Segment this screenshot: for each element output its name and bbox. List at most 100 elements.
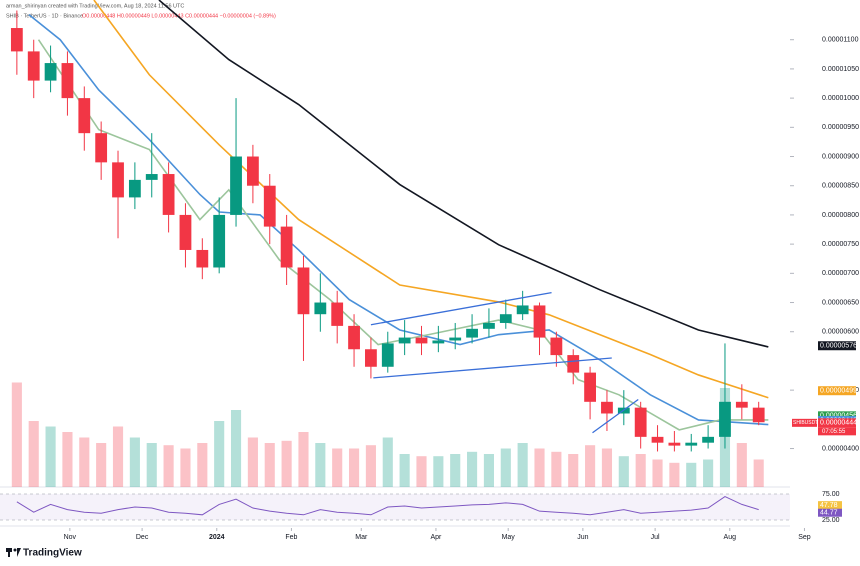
candle-body: [213, 214, 226, 268]
volume-bar: [281, 440, 292, 487]
candle-body: [533, 305, 546, 338]
candle-body: [668, 442, 681, 446]
volume-bar: [247, 437, 258, 487]
volume-bar: [652, 459, 663, 487]
candle-body: [331, 302, 344, 326]
volume-bar: [585, 445, 596, 487]
x-tick-label: Jul: [651, 534, 660, 541]
volume-bar: [28, 421, 39, 487]
rsi-label-box: [818, 508, 842, 517]
moving-average: [28, 13, 769, 426]
volume-bar: [568, 454, 579, 487]
volume-bar: [483, 454, 494, 487]
y-tick-label: 0.00000750: [822, 241, 859, 248]
candle-body: [145, 174, 158, 180]
candle-body: [95, 133, 108, 163]
volume-bar: [500, 448, 511, 487]
candle-body: [449, 337, 462, 341]
x-tick-label: Aug: [724, 534, 737, 541]
candle-body: [10, 28, 23, 52]
candle-body: [314, 302, 327, 315]
volume-bar: [163, 445, 174, 487]
countdown: 07:05:55: [822, 429, 846, 435]
x-tick-label: Dec: [136, 534, 149, 541]
volume-bar: [45, 426, 56, 487]
x-tick-label: Apr: [430, 534, 442, 541]
volume-bar: [416, 456, 427, 487]
candle-body: [230, 156, 242, 215]
countdown-box: [818, 427, 856, 436]
candle-body: [263, 185, 276, 227]
volume-bar: [365, 445, 376, 487]
y-tick-label: 0.00000850: [822, 183, 859, 190]
volume-bar: [467, 451, 478, 487]
y-tick-label: 0.00001000: [822, 95, 859, 102]
volume-bar: [264, 443, 275, 487]
x-tick-label: Sep: [798, 534, 811, 541]
volume-bar: [96, 443, 107, 487]
volume-bar: [433, 456, 444, 487]
logo-shape: [17, 548, 21, 557]
price-label: 0.00000576: [820, 343, 857, 350]
symbol: SHIB · TetherUS · 1D · Binance: [6, 13, 83, 19]
volume-bar: [79, 437, 90, 487]
y-tick-label: 0.00001050: [822, 66, 859, 73]
price-label: 0.00000499: [820, 388, 857, 395]
candle-body: [466, 328, 478, 338]
candle-body: [162, 174, 175, 215]
y-tick-label: 0.00000400: [822, 445, 859, 452]
logo-icon: [6, 548, 21, 557]
trendline: [370, 291, 552, 326]
volume-bar: [686, 462, 697, 487]
trendline: [592, 398, 639, 434]
volume-bar: [298, 432, 309, 487]
x-tick-label: Nov: [64, 534, 77, 541]
rsi-line: [16, 496, 759, 516]
candle-body: [719, 401, 731, 437]
candle-body: [483, 322, 495, 329]
candle-body: [179, 214, 192, 250]
volume-bar: [62, 432, 73, 487]
volume-bar: [601, 448, 613, 487]
candle-body: [128, 179, 141, 198]
rsi-label-box: [818, 501, 842, 510]
volume-bar: [534, 448, 545, 487]
candle-body: [516, 305, 529, 315]
volume-bar: [180, 448, 191, 487]
rsi-tick-label: 75.00: [822, 491, 840, 498]
author-line: arman_shirinyan created with TradingView…: [6, 3, 184, 9]
y-tick-label: 0.00000600: [822, 329, 859, 336]
volume-bar: [450, 454, 461, 487]
y-tick-label: 0.00000900: [822, 153, 859, 160]
candle-body: [415, 337, 428, 344]
logo-text: TradingView: [23, 548, 82, 559]
candle-body: [432, 340, 445, 344]
candle-body: [651, 436, 664, 443]
volume-bar: [214, 421, 225, 487]
candle-body: [78, 98, 91, 134]
logo-shape: [13, 548, 17, 552]
rsi-label: 47.78: [820, 502, 838, 509]
rsi-label: 44.77: [820, 510, 838, 517]
candle-body: [499, 314, 512, 323]
candle-body: [584, 372, 596, 402]
volume-bar: [703, 459, 714, 487]
candle-body: [567, 355, 580, 373]
y-tick-label: 0.00000800: [822, 212, 859, 219]
candle-body: [246, 156, 259, 186]
volume-bar: [129, 437, 140, 487]
volume-bar: [736, 443, 747, 487]
trendline: [373, 357, 612, 379]
price-label-box: [818, 411, 856, 421]
candle-body: [44, 63, 57, 81]
candle-body: [348, 325, 360, 350]
volume-bar: [112, 426, 124, 487]
candle-body: [634, 407, 647, 437]
volume-bar: [382, 437, 393, 487]
x-tick-label: Mar: [355, 534, 368, 541]
symbol-tag-box: [792, 418, 817, 427]
volume-bar: [332, 448, 343, 487]
price-label-box: [818, 418, 856, 428]
